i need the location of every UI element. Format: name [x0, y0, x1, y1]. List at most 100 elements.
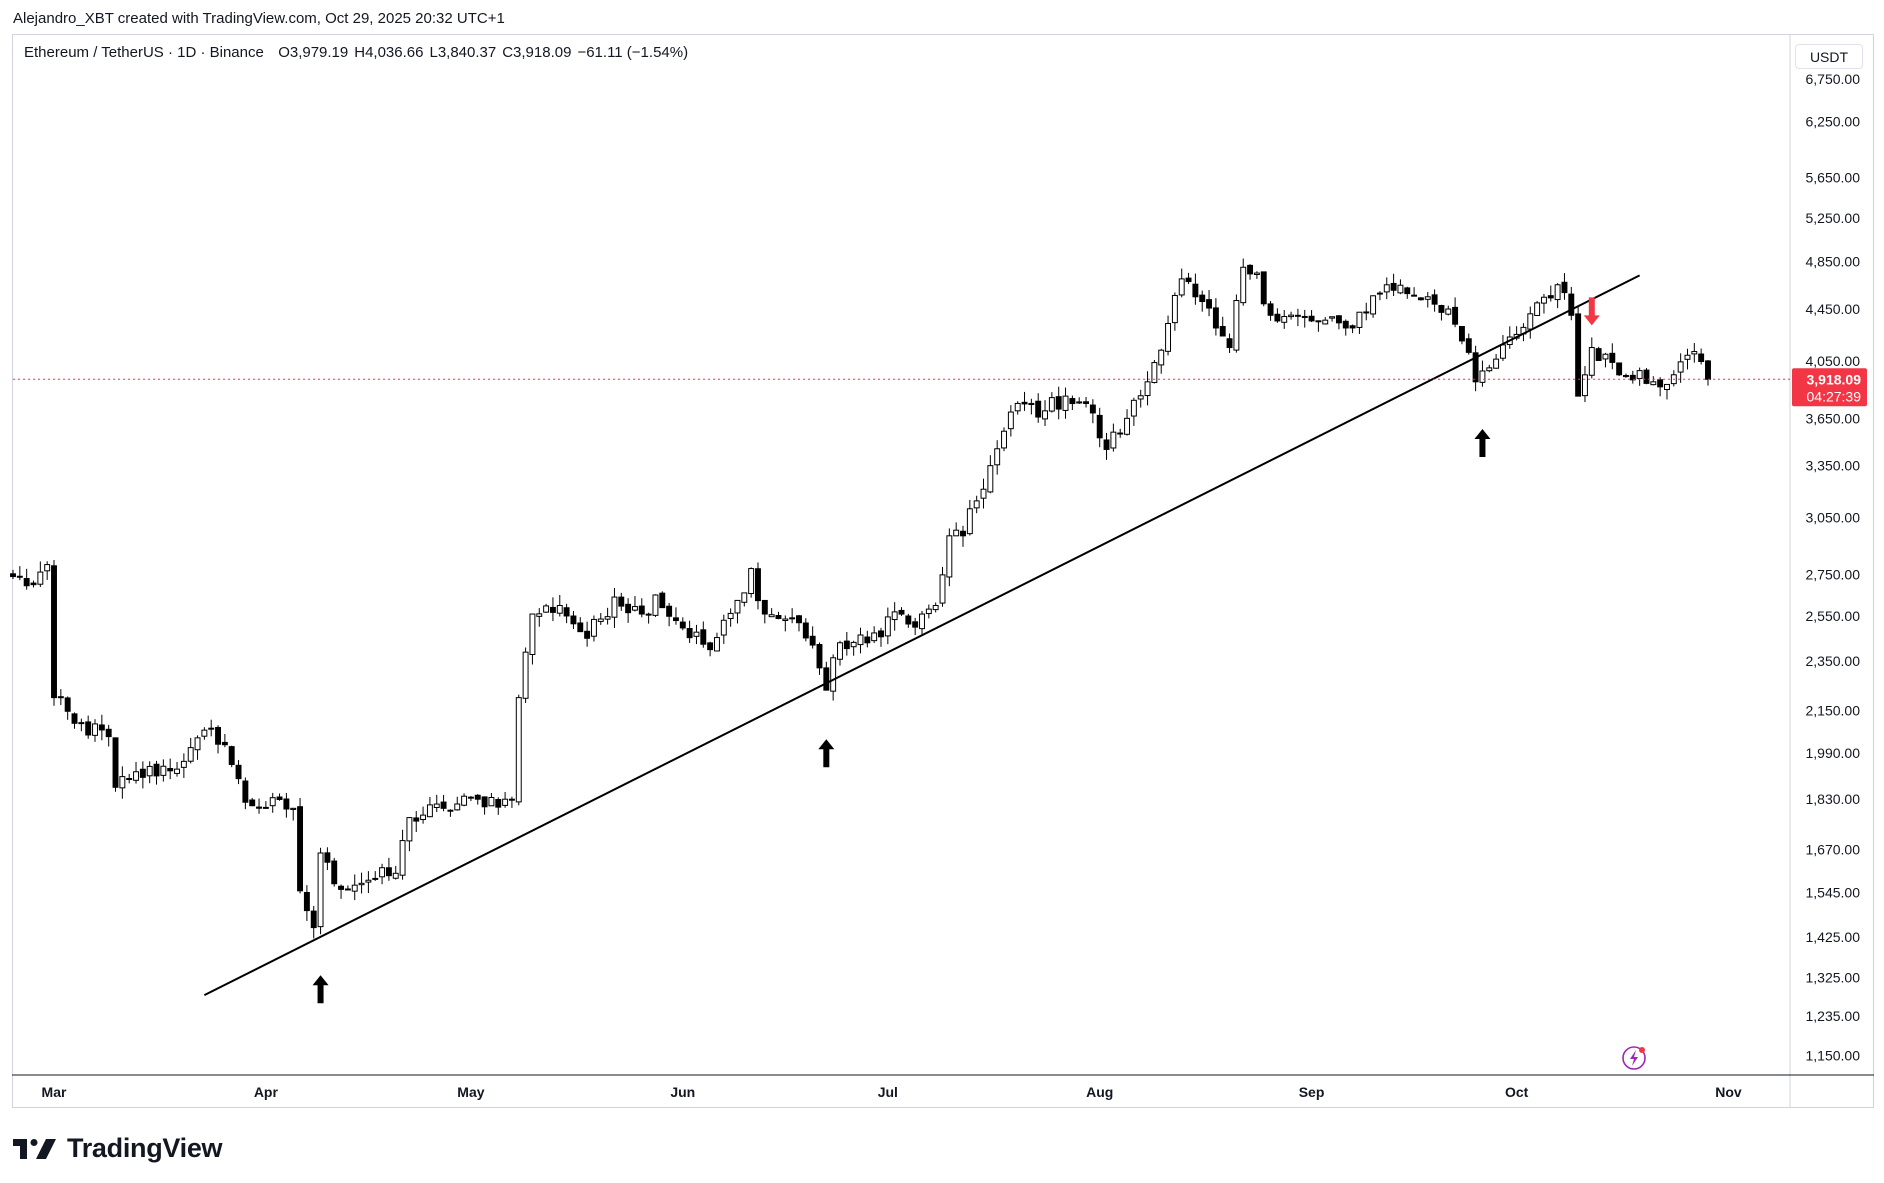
candle-body [891, 611, 898, 621]
candle [297, 797, 304, 894]
candle-body [235, 764, 242, 780]
candle-body [126, 778, 133, 781]
lightning-icon[interactable] [1622, 1046, 1646, 1070]
candle-body [413, 817, 420, 822]
candle-body [1664, 383, 1670, 391]
candle-body [201, 729, 208, 737]
candle [782, 615, 789, 632]
time-tick-label: Sep [1299, 1084, 1325, 1100]
candle-body [543, 605, 550, 613]
candle-body [290, 807, 297, 810]
price-tick-label: 1,545.00 [1806, 885, 1861, 901]
candle-body [488, 796, 495, 807]
bar-countdown: 04:27:39 [1807, 388, 1862, 404]
candle-body [1192, 283, 1199, 298]
candle-body [597, 618, 604, 622]
price-tick-label: 1,325.00 [1806, 969, 1861, 985]
price-tick-label: 3,350.00 [1806, 458, 1861, 474]
candle-body [625, 603, 632, 614]
candle [1356, 311, 1363, 334]
candle [864, 630, 871, 648]
candle-body [748, 568, 755, 595]
candle [283, 792, 290, 818]
candle-body [187, 747, 194, 762]
candle [508, 796, 515, 808]
candle [1650, 376, 1657, 386]
candle-body [392, 872, 399, 879]
candle-body [242, 780, 249, 803]
candle-body [1404, 287, 1411, 295]
candle-body [1028, 402, 1035, 405]
candle-body [1021, 401, 1028, 405]
candle [1247, 264, 1254, 280]
candle-body [215, 726, 221, 745]
candle [1349, 324, 1356, 334]
candle-body [1650, 381, 1657, 386]
candle [153, 760, 160, 785]
price-tick-label: 2,150.00 [1806, 702, 1861, 718]
candle-body [590, 618, 597, 637]
candle-body [51, 565, 57, 699]
candle-body [37, 571, 44, 585]
candle [946, 528, 953, 587]
candle-body [782, 618, 789, 622]
candle [1240, 258, 1247, 306]
candle [1452, 297, 1459, 328]
candle-body [939, 574, 946, 604]
candle-body [1499, 344, 1506, 359]
candle [303, 885, 310, 921]
candle-body [659, 592, 666, 609]
price-tick-label: 1,990.00 [1806, 745, 1861, 761]
candle-body [1479, 370, 1486, 383]
candle [1110, 423, 1117, 452]
candle-body [1370, 295, 1377, 315]
candle-body [714, 637, 720, 652]
high-value: H4,036.66 [354, 44, 424, 61]
candle-body [1110, 431, 1117, 449]
symbol-name[interactable]: Ethereum / TetherUS · 1D · Binance [24, 44, 264, 61]
candle-body [987, 465, 994, 493]
time-tick-label: Jul [878, 1084, 898, 1100]
up-arrow-icon [312, 975, 329, 1004]
candle-body [1178, 278, 1185, 296]
candle-body [1137, 395, 1144, 400]
candle-body [303, 891, 310, 912]
candle-body [1431, 294, 1438, 305]
candle-body [64, 697, 71, 712]
candle-body [700, 629, 707, 645]
low-value: L3,840.37 [429, 44, 497, 61]
currency-button[interactable]: USDT [1795, 44, 1863, 69]
candle-body [385, 867, 392, 877]
last-price-tag[interactable] [1792, 368, 1867, 407]
candle-body [454, 803, 461, 811]
candle [1499, 335, 1506, 361]
candle-body [1342, 320, 1349, 329]
candle [1206, 290, 1213, 317]
candle-body [1458, 326, 1465, 342]
tradingview-logo[interactable]: TradingView [13, 1133, 223, 1164]
price-tick-label: 4,450.00 [1806, 301, 1861, 317]
candle [809, 626, 816, 649]
candle [201, 727, 208, 740]
candle [529, 613, 536, 665]
candle [256, 798, 263, 814]
axis-lines [12, 34, 1874, 1108]
candle [980, 478, 987, 509]
candle [133, 761, 139, 784]
open-value: O3,979.19 [278, 44, 349, 61]
candle [262, 801, 269, 809]
candle-body [1301, 315, 1308, 318]
candle-body [228, 746, 235, 765]
candle-body [167, 768, 174, 772]
up-arrow-icon [1474, 429, 1491, 458]
candle-body [399, 840, 406, 876]
brand-name: TradingView [67, 1133, 223, 1163]
support-trendline[interactable] [203, 274, 1641, 996]
candle-body [707, 642, 714, 651]
candle [1568, 286, 1575, 321]
candle [1486, 364, 1493, 373]
candle [1151, 359, 1158, 384]
candle-body [379, 867, 386, 878]
candle-body [1438, 305, 1445, 313]
